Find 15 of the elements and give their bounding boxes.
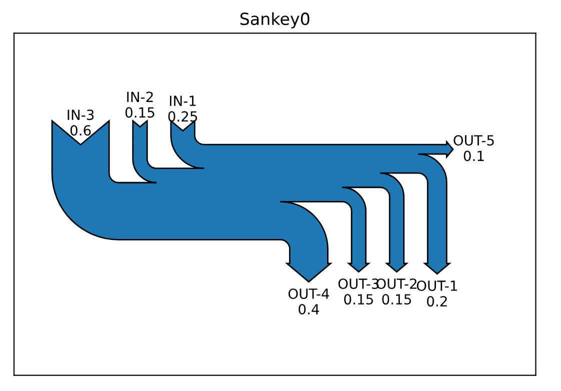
category-label: OUT-4	[288, 288, 330, 299]
category-label: IN-2	[127, 92, 153, 102]
category-label: IN-3	[68, 110, 94, 120]
category-label: IN-1	[170, 96, 196, 106]
category-label: OUT-1	[416, 280, 457, 291]
category-label: OUT-5	[454, 135, 494, 146]
data-label: 0.15	[382, 294, 411, 305]
text: Sankey0	[240, 12, 310, 28]
data-label: 0.1	[464, 150, 484, 162]
data-label: 0.15	[125, 107, 154, 118]
data-label: 0.2	[427, 296, 447, 307]
data-label: 0.25	[168, 111, 198, 122]
data-label: 0.6	[70, 125, 91, 136]
data-label: 0.15	[344, 294, 373, 305]
data-label: 0.4	[298, 304, 320, 315]
